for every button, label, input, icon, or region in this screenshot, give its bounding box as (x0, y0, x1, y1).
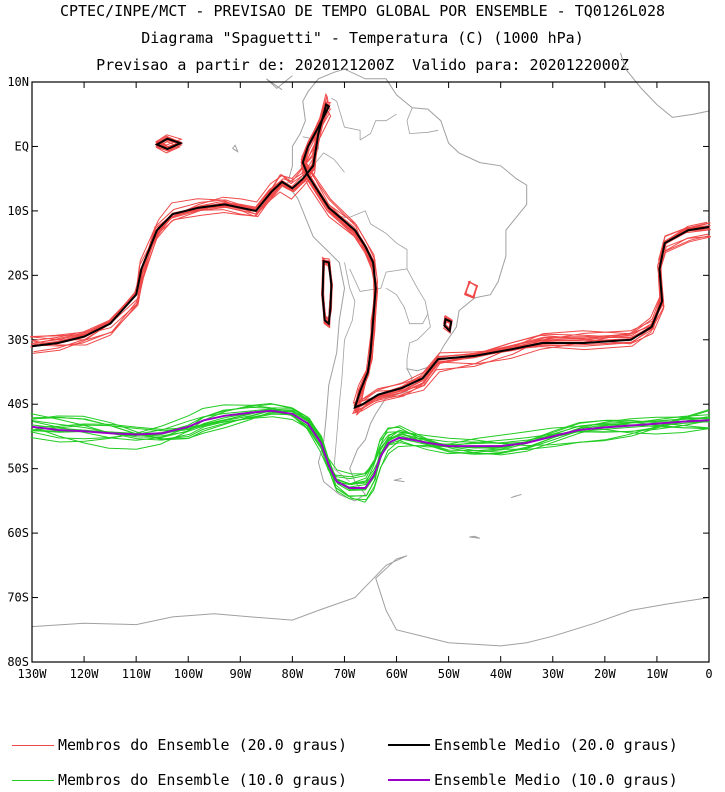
plot-frame (31, 81, 710, 663)
y-tick-label: 60S (7, 526, 29, 540)
legend-label-mean-10: Ensemble Medio (10.0 graus) (434, 771, 678, 789)
member-line-10 (30, 404, 708, 501)
x-tick-label: 70W (334, 667, 356, 681)
x-tick-label: 120W (70, 667, 100, 681)
y-tick-label: EQ (15, 139, 29, 153)
x-tick-label: 90W (229, 667, 251, 681)
legend-swatch-members-10 (12, 779, 54, 781)
legend-swatch-mean-10 (388, 779, 430, 781)
map-coastline (469, 535, 481, 539)
member-line-20 (30, 92, 709, 406)
x-tick-label: 80W (282, 667, 304, 681)
y-tick-label: 70S (7, 591, 29, 605)
map-coastline (286, 68, 528, 502)
x-tick-label: 20W (594, 667, 616, 681)
legend-swatch-members-20 (12, 744, 54, 746)
legend-label-mean-20: Ensemble Medio (20.0 graus) (434, 736, 678, 754)
mean-line-20 (31, 102, 710, 410)
x-tick-label: 0 (705, 667, 712, 681)
member-line-10 (30, 410, 710, 480)
map-border (359, 113, 397, 141)
y-tick-label: 50S (7, 462, 29, 476)
x-tick-label: 10W (646, 667, 668, 681)
map-border (406, 107, 439, 135)
y-tick-label: 10S (7, 204, 29, 218)
map-border (406, 313, 431, 369)
map-border (385, 268, 429, 325)
legend-label-members-10: Membros do Ensemble (10.0 graus) (58, 771, 347, 789)
x-tick-label: 50W (438, 667, 460, 681)
y-tick-label: 80S (7, 655, 29, 669)
chart-title-line-1: CPTEC/INPE/MCT - PREVISAO DE TEMPO GLOBA… (59, 2, 666, 20)
chart-title-line-2: Diagrama "Spaguetti" - Temperatura (C) (… (141, 29, 584, 47)
member-line-20 (155, 141, 181, 154)
y-tick-label: 20S (7, 268, 29, 282)
member-line-10 (31, 402, 709, 475)
member-line-10 (31, 409, 710, 491)
legend-item-members-20: Membros do Ensemble (20.0 graus) (12, 736, 347, 754)
member-line-20 (464, 280, 479, 298)
x-tick-label: 60W (386, 667, 408, 681)
y-tick-label: 30S (7, 333, 29, 347)
x-tick-label: 110W (122, 667, 152, 681)
map-coastline (393, 477, 405, 483)
mean-line-10 (31, 409, 710, 489)
legend-item-mean-10: Ensemble Medio (10.0 graus) (388, 771, 678, 789)
map-coastline (232, 144, 239, 153)
legend-item-members-10: Membros do Ensemble (10.0 graus) (12, 771, 347, 789)
legend-item-mean-20: Ensemble Medio (20.0 graus) (388, 736, 678, 754)
member-line-10 (30, 408, 710, 503)
x-tick-label: 30W (542, 667, 564, 681)
map-coastline (510, 493, 522, 499)
map-border (333, 262, 356, 482)
map-border (331, 97, 361, 140)
map-coastline (265, 75, 293, 91)
map-coastline (620, 52, 710, 118)
mean-line-20 (443, 317, 453, 333)
x-tick-label: 40W (490, 667, 512, 681)
x-tick-label: 100W (174, 667, 204, 681)
member-line-20 (31, 103, 709, 415)
mean-line-20 (154, 137, 184, 151)
legend-label-members-20: Membros do Ensemble (20.0 graus) (58, 736, 347, 754)
map-border (312, 152, 345, 173)
member-line-20 (33, 110, 710, 413)
y-tick-label: 10N (7, 75, 29, 89)
map-border (349, 210, 408, 292)
x-tick-label: 130W (18, 667, 48, 681)
legend-swatch-mean-20 (388, 744, 430, 746)
chart-title-line-3: Previsao a partir de: 2020121200Z Valido… (96, 56, 629, 74)
y-tick-label: 40S (7, 397, 29, 411)
mean-line-20 (321, 259, 333, 326)
member-line-10 (32, 403, 711, 492)
map-coastline (31, 555, 710, 647)
spaghetti-chart: 130W 120W 110W 100W 90W 80W 70W 60W 50W 40W 30W 20W… (7, 52, 713, 681)
member-line-10 (31, 410, 711, 485)
